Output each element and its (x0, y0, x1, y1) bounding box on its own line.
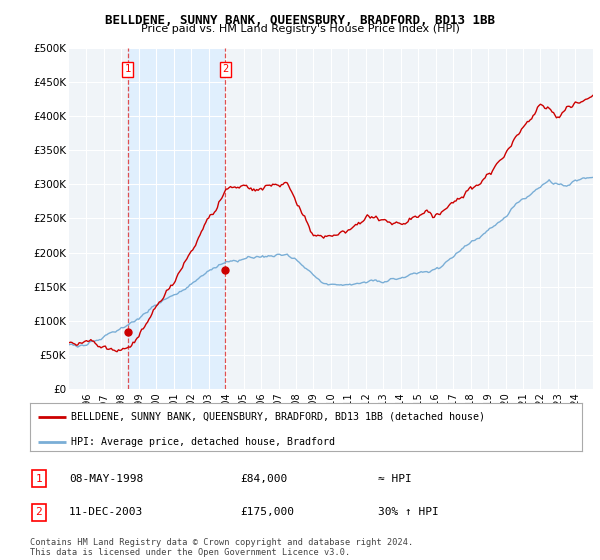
Text: 11-DEC-2003: 11-DEC-2003 (69, 507, 143, 517)
Text: BELLDENE, SUNNY BANK, QUEENSBURY, BRADFORD, BD13 1BB (detached house): BELLDENE, SUNNY BANK, QUEENSBURY, BRADFO… (71, 412, 485, 422)
Text: 1: 1 (35, 474, 43, 484)
Text: ≈ HPI: ≈ HPI (378, 474, 412, 484)
Text: 2: 2 (222, 64, 229, 74)
Text: BELLDENE, SUNNY BANK, QUEENSBURY, BRADFORD, BD13 1BB: BELLDENE, SUNNY BANK, QUEENSBURY, BRADFO… (105, 14, 495, 27)
Text: HPI: Average price, detached house, Bradford: HPI: Average price, detached house, Brad… (71, 437, 335, 447)
Text: £175,000: £175,000 (240, 507, 294, 517)
Text: 30% ↑ HPI: 30% ↑ HPI (378, 507, 439, 517)
Text: 1: 1 (125, 64, 131, 74)
Text: 2: 2 (35, 507, 43, 517)
Text: Price paid vs. HM Land Registry's House Price Index (HPI): Price paid vs. HM Land Registry's House … (140, 24, 460, 34)
Text: 08-MAY-1998: 08-MAY-1998 (69, 474, 143, 484)
Text: Contains HM Land Registry data © Crown copyright and database right 2024.
This d: Contains HM Land Registry data © Crown c… (30, 538, 413, 557)
Text: £84,000: £84,000 (240, 474, 287, 484)
Bar (128, 48, 225, 389)
